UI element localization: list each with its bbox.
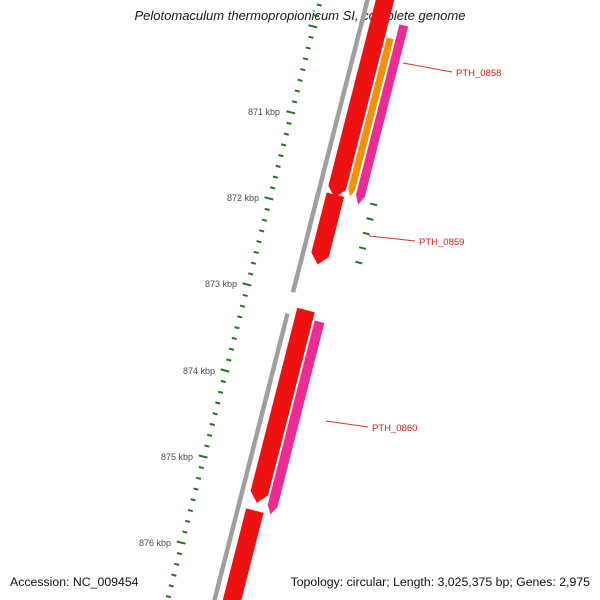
ruler-minor-tick: [242, 293, 248, 298]
page-title: Pelotomaculum thermopropionicum SI, comp…: [135, 8, 466, 23]
ruler-major-tick: [286, 110, 296, 115]
leader-line-pth-0859: [368, 235, 416, 242]
genome-track: [165, 0, 409, 600]
gene-band-magenta-lower[interactable]: [266, 320, 325, 515]
ruler-minor-tick: [302, 57, 309, 61]
ruler-minor-tick: [294, 89, 300, 93]
ruler-minor-tick: [231, 336, 237, 341]
ruler-minor-tick: [253, 250, 259, 255]
ruler-major-tick: [308, 24, 318, 29]
ruler-minor-tick: [215, 401, 221, 405]
feature-tick: [362, 231, 370, 236]
ruler-minor-tick: [283, 132, 290, 136]
ruler-minor-tick: [261, 218, 268, 222]
ruler-major-tick: [176, 540, 186, 545]
ruler-minor-tick: [234, 326, 240, 330]
gene-label-pth-0860[interactable]: PTH_0860: [372, 423, 417, 434]
gene-band-red-bottom[interactable]: [216, 508, 264, 600]
accession-text: Accession: NC_009454: [10, 575, 139, 589]
ruler-major-tick: [242, 282, 252, 287]
ruler-minor-tick: [297, 78, 303, 82]
ruler-minor-tick: [308, 35, 314, 39]
ruler-minor-tick: [190, 498, 196, 502]
gene-callouts: PTH_0858 PTH_0859 PTH_0860: [325, 62, 501, 434]
ruler-minor-tick: [184, 519, 191, 523]
ruler-minor-tick: [176, 552, 183, 556]
ruler-minor-tick: [269, 186, 276, 190]
ruler-minor-tick: [239, 304, 246, 308]
ruler-minor-tick: [165, 595, 172, 599]
feature-tick: [370, 202, 378, 207]
backbone-segment-upper: [290, 0, 374, 293]
gene-band-red-lower[interactable]: [248, 307, 315, 505]
ruler-minor-tick: [206, 433, 213, 437]
ruler-minor-tick: [250, 261, 257, 265]
ruler-minor-tick: [171, 573, 177, 577]
ruler-minor-tick: [182, 530, 188, 534]
feature-ticks-right: [355, 202, 378, 265]
ruler-minor-tick: [275, 164, 281, 168]
ruler-minor-tick: [248, 272, 254, 276]
ruler-minor-tick: [173, 562, 180, 566]
gene-band-magenta-top[interactable]: [354, 24, 409, 205]
ruler-labels: 871 kbp 872 kbp 873 kbp 874 kbp 875 kbp …: [139, 107, 280, 548]
ruler-minor-tick: [226, 358, 232, 362]
ruler-minor-tick: [258, 229, 265, 233]
ruler-minor-tick: [193, 487, 199, 491]
ruler-minor-tick: [209, 422, 215, 427]
ruler-minor-tick: [228, 347, 235, 351]
gene-label-pth-0858[interactable]: PTH_0858: [456, 68, 501, 79]
feature-tick: [358, 246, 367, 250]
gene-label-pth-0859[interactable]: PTH_0859: [419, 237, 464, 248]
ruler-minor-tick: [278, 154, 284, 158]
ruler-minor-tick: [272, 175, 279, 179]
ruler-minor-tick: [168, 584, 174, 588]
leader-line-pth-0858: [402, 62, 453, 73]
ruler-minor-tick: [300, 67, 306, 72]
ruler-minor-tick: [256, 240, 262, 244]
gene-band-red-top[interactable]: [326, 0, 396, 200]
ruler-minor-tick: [291, 100, 298, 104]
ruler-minor-tick: [264, 207, 270, 211]
feature-tick: [366, 217, 374, 221]
ruler-label: 875 kbp: [161, 452, 193, 462]
ruler-minor-tick: [237, 315, 243, 319]
feature-tick: [355, 260, 363, 265]
ruler-minor-tick: [217, 390, 224, 394]
ruler-minor-tick: [305, 46, 311, 50]
ruler-label: 874 kbp: [183, 366, 215, 376]
ruler-minor-tick: [313, 14, 320, 18]
ruler-minor-tick: [212, 412, 218, 416]
ruler-minor-tick: [195, 476, 202, 480]
ruler-minor-tick: [286, 121, 292, 125]
ruler-minor-tick: [316, 3, 322, 7]
ruler-minor-tick: [280, 143, 287, 147]
ruler-major-tick: [198, 454, 208, 459]
ruler-minor-tick: [220, 379, 226, 384]
ruler-minor-tick: [187, 508, 194, 513]
leader-line-pth-0860: [325, 420, 369, 428]
ruler-minor-tick: [198, 465, 205, 470]
backbone-segment-lower: [206, 313, 290, 600]
ruler-label: 876 kbp: [139, 538, 171, 548]
ruler-label: 871 kbp: [248, 107, 280, 117]
ruler-major-tick: [220, 368, 230, 373]
gene-band-red-middle[interactable]: [309, 192, 345, 266]
ruler-minor-tick: [204, 444, 210, 448]
ruler-major-tick: [264, 196, 274, 201]
ruler-ticks: [165, 3, 322, 599]
ruler-label: 873 kbp: [205, 279, 237, 289]
footer: Accession: NC_009454 Topology: circular;…: [10, 575, 590, 589]
topology-summary-text: Topology: circular; Length: 3,025,375 bp…: [291, 575, 591, 589]
ruler-label: 872 kbp: [227, 193, 259, 203]
gene-band-orange[interactable]: [347, 37, 394, 198]
